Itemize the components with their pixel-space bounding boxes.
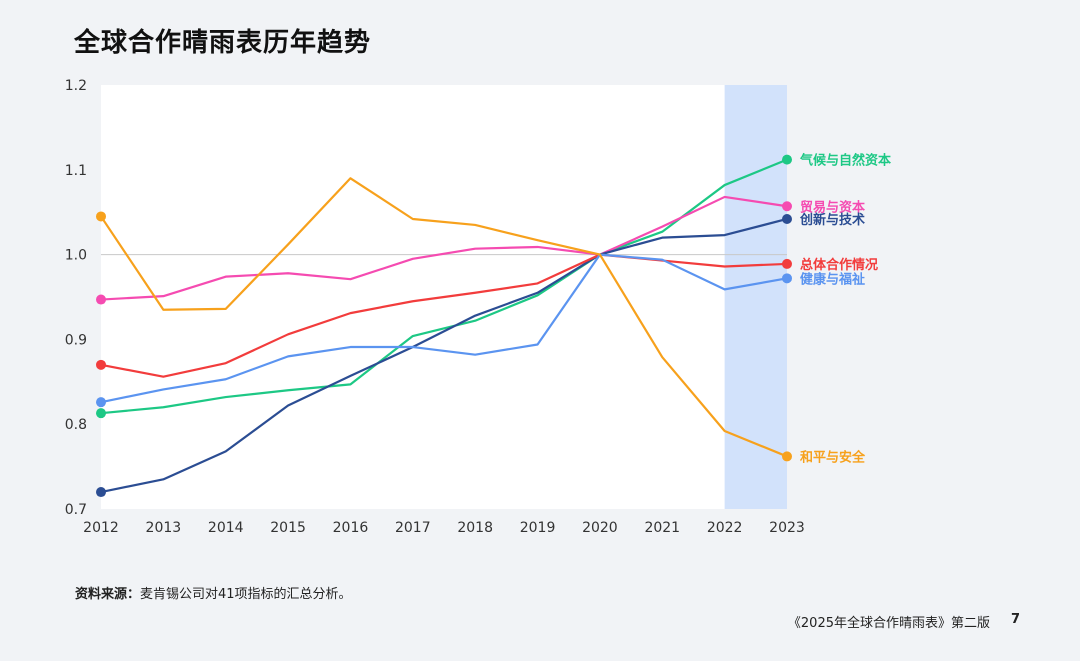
- x-tick-label: 2020: [582, 520, 618, 536]
- series-point: [96, 211, 106, 222]
- source-note: 资料来源：麦肯锡公司对41项指标的汇总分析。: [75, 583, 352, 602]
- series-point: [96, 294, 106, 305]
- series-line: [100, 195, 788, 301]
- x-tick-label: 2016: [333, 520, 369, 536]
- y-tick-label: 1.0: [65, 248, 87, 264]
- series-point: [96, 397, 106, 408]
- series-point: [782, 273, 792, 284]
- y-tick-label: 1.2: [65, 78, 87, 94]
- x-tick-label: 2015: [270, 520, 306, 536]
- x-tick-label: 2017: [395, 520, 431, 536]
- series-point: [96, 359, 106, 370]
- x-tick-label: 2013: [146, 520, 182, 536]
- series-label: 总体合作情况: [800, 257, 878, 273]
- highlight-band: [724, 85, 787, 509]
- series-label: 和平与安全: [800, 449, 866, 465]
- series-line: [100, 253, 788, 378]
- footer-title: 《2025年全球合作晴雨表》第二版: [787, 616, 990, 631]
- y-tick-label: 1.1: [65, 163, 87, 179]
- series-line: [100, 253, 788, 404]
- source-label: 资料来源：: [75, 587, 141, 602]
- page-number: 7: [1010, 612, 1020, 627]
- series-point: [96, 487, 106, 498]
- series-point: [782, 451, 792, 462]
- line-chart: 0.70.80.91.01.11.2 2012 2013 2014 2015 2016 2…: [65, 78, 891, 536]
- x-tick-label: 2012: [83, 520, 119, 536]
- x-tick-label: 2021: [644, 520, 680, 536]
- series-end-points: [96, 154, 792, 498]
- page-title: 全球合作晴雨表历年趋势: [74, 28, 372, 58]
- x-tick-label: 2014: [208, 520, 244, 536]
- y-tick-label: 0.8: [65, 417, 87, 433]
- y-tick-label: 0.7: [65, 502, 87, 518]
- x-tick-label: 2022: [707, 520, 743, 536]
- y-axis: 0.7 0.8 0.9 1.0 1.1 1.2: [65, 78, 87, 518]
- series-line: [100, 158, 788, 415]
- series-point: [96, 408, 106, 419]
- x-axis: 2012 2013 2014 2015 2016 2017 2018 2019 2020 2021…: [83, 520, 805, 536]
- series-point: [782, 258, 792, 269]
- series-label: 气候与自然资本: [800, 153, 891, 169]
- forecast-highlight: [724, 85, 787, 509]
- series-line: [100, 217, 788, 494]
- series-line: [100, 177, 788, 458]
- series-label: 创新与技术: [799, 212, 865, 228]
- series-label: 贸易与资本: [800, 199, 865, 215]
- x-tick-label: 2023: [769, 520, 805, 536]
- series-point: [782, 213, 792, 224]
- source-text: 麦肯锡公司对41项指标的汇总分析。: [140, 587, 352, 602]
- series-point: [782, 154, 792, 165]
- series-label: 健康与福祉: [800, 271, 865, 287]
- x-tick-label: 2018: [457, 520, 493, 536]
- y-tick-label: 0.9: [65, 332, 87, 348]
- series-lines: [100, 158, 788, 494]
- x-tick-label: 2019: [520, 520, 556, 536]
- series-point: [782, 201, 792, 212]
